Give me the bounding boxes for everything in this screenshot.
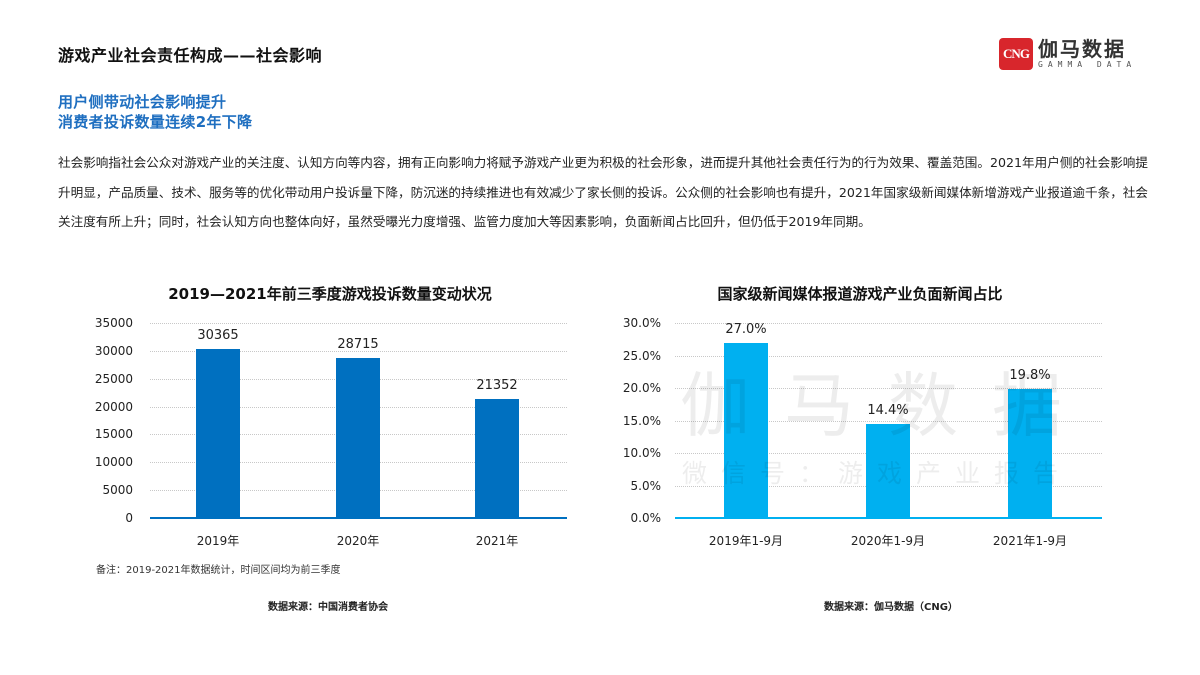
y-axis-tick: 5.0% [630,478,662,493]
y-axis-tick: 30.0% [622,316,661,330]
y-axis-tick: 15000 [94,427,133,442]
bar-value-label: 30365 [197,327,239,343]
bar [336,358,380,518]
y-axis-tick: 20.0% [622,381,661,395]
y-axis-tick: 5000 [102,483,133,498]
bar [475,399,519,518]
logo-name-en: GAMMA DATA [1038,60,1137,69]
gridline [675,355,1102,357]
bar [196,348,240,518]
bar-value-label: 14.4% [867,403,909,419]
gamma-data-logo: CNG 伽马数据 GAMMA DATA [999,38,1136,70]
y-axis-tick: 25.0% [622,348,661,363]
y-axis-tick: 0.0% [630,511,662,525]
subtitle-line-1: 用户侧带动社会影响提升 [58,93,227,111]
chart2-source: 数据来源：伽马数据（CNG） [824,602,958,613]
x-axis-line [675,517,1102,519]
subtitle-line-2: 消费者投诉数量连续2年下降 [58,113,253,131]
x-axis-tick: 2021年 [475,534,519,548]
y-axis-tick: 30000 [94,343,133,358]
gridline [675,323,1102,324]
chart1-title: 2019—2021年前三季度游戏投诉数量变动状况 [168,285,492,303]
x-axis-tick: 2021年1-9月 [992,534,1068,548]
y-axis-tick: 20000 [94,399,133,414]
chart1-note: 备注：2019-2021年数据统计，时间区间均为前三季度 [96,565,341,576]
bar-value-label: 27.0% [725,321,767,337]
y-axis-tick: 25000 [94,371,133,386]
cng-logo-icon: CNG [999,38,1033,70]
logo-name-cn: 伽马数据 [1038,37,1126,61]
bar [1008,389,1052,518]
gridline [675,388,1102,389]
x-axis-tick: 2020年1-9月 [850,534,926,548]
gridline [150,350,567,352]
bar-value-label: 21352 [476,378,518,394]
gridline [675,420,1102,422]
bar [866,424,910,518]
chart2-title: 国家级新闻媒体报道游戏产业负面新闻占比 [717,285,1003,303]
bar [724,342,768,518]
y-axis-tick: 35000 [94,316,133,330]
y-axis-tick: 0 [125,511,133,525]
gridline [150,323,567,324]
chart1-source: 数据来源：中国消费者协会 [268,602,388,613]
y-axis-tick: 10.0% [622,446,661,460]
x-axis-tick: 2019年1-9月 [708,534,784,548]
page-title: 游戏产业社会责任构成——社会影响 [58,46,323,65]
x-axis-tick: 2020年 [336,534,380,548]
bar-value-label: 19.8% [1009,368,1051,384]
y-axis-tick: 15.0% [622,413,661,428]
bar-value-label: 28715 [337,337,379,353]
body-paragraph: 社会影响指社会公众对游戏产业的关注度、认知方向等内容，拥有正向影响力将赋予游戏产… [58,155,1148,229]
y-axis-tick: 10000 [94,455,133,470]
x-axis-line [150,517,567,519]
x-axis-tick: 2019年 [196,534,240,548]
